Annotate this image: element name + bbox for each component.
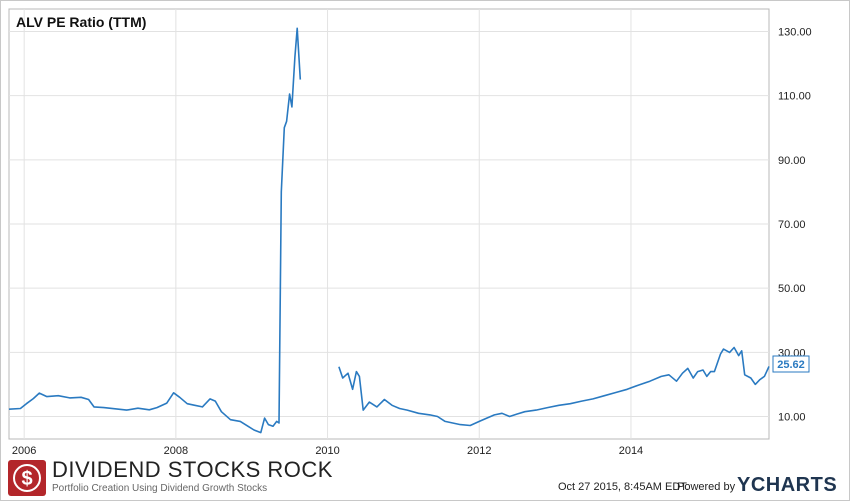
series-line-segment-1: [8, 27, 302, 434]
pe-ratio-series: [8, 27, 770, 434]
y-tick-label: 90.00: [778, 155, 806, 167]
x-tick-label: 2010: [315, 445, 339, 457]
grid-lines: [9, 9, 769, 439]
y-tick-label: 50.00: [778, 283, 806, 295]
y-tick-label: 70.00: [778, 219, 806, 231]
brand-subtitle: Portfolio Creation Using Dividend Growth…: [52, 483, 268, 494]
brand-block: DIVIDEND STOCKS ROCK Portfolio Creation …: [52, 457, 333, 495]
x-axis-labels: 2006 2008 2010 2012 2014: [12, 445, 643, 457]
x-tick-label: 2008: [164, 445, 188, 457]
brand-title: DIVIDEND STOCKS ROCK: [52, 457, 333, 482]
last-value-badge: 25.62: [772, 355, 810, 373]
timestamp: Oct 27 2015, 8:45AM EDT.: [558, 481, 689, 493]
svg-text:$: $: [21, 468, 32, 490]
last-value-box: [772, 355, 810, 373]
series-line-segment-2: [338, 346, 770, 427]
dollar-icon: $: [13, 464, 41, 492]
x-tick-label: 2012: [467, 445, 491, 457]
dividend-stocks-rock-logo: $: [8, 460, 46, 496]
y-tick-label: 10.00: [778, 412, 806, 424]
ycharts-logo: YCHARTS: [737, 474, 838, 496]
chart-title: ALV PE Ratio (TTM): [16, 14, 146, 30]
x-tick-label: 2014: [619, 445, 643, 457]
last-value-label: 25.62: [777, 359, 805, 371]
x-tick-label: 2006: [12, 445, 36, 457]
y-tick-label: 110.00: [778, 91, 811, 103]
powered-by-label: Powered by: [677, 481, 736, 493]
y-tick-label: 130.00: [778, 26, 812, 38]
